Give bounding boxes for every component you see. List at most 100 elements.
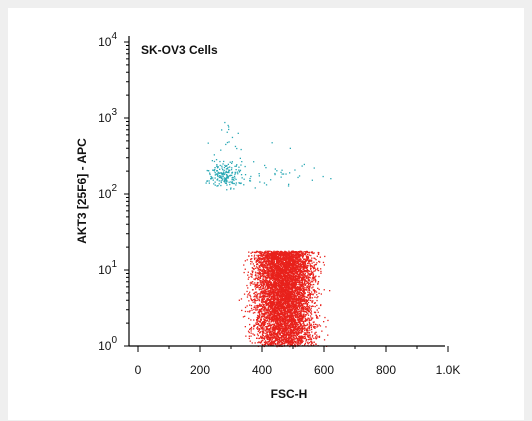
high-population-point [298,340,300,342]
high-population-point [295,261,297,263]
high-population-point [314,257,316,260]
high-population-point [299,254,301,257]
high-population-point [281,343,284,345]
high-population-point [269,328,272,330]
high-population-point [278,270,281,272]
high-population-point [278,267,280,269]
high-population-point [302,295,304,298]
high-population-point [255,299,257,302]
high-population-point [297,251,299,253]
high-population-point [250,330,252,332]
high-population-point [277,335,279,337]
high-population-point [262,306,265,308]
high-population-point [294,315,296,318]
high-population-point [298,263,300,266]
high-population-point [305,267,308,270]
high-population-point [270,257,273,259]
high-population-point [300,340,302,342]
high-population-point [262,269,264,271]
high-population-point [288,298,290,300]
high-population-point [261,327,263,329]
high-population-point [288,333,290,335]
high-population-point [272,273,274,275]
high-population-point [301,337,303,339]
high-population-point [283,251,285,254]
high-population-point [266,283,268,285]
high-population-point [277,323,279,325]
high-population-point [310,281,313,283]
high-population-point [279,322,282,324]
high-population-point [304,289,306,291]
high-population-point [293,334,295,336]
high-population-point [295,275,297,277]
high-population-point [255,260,258,263]
high-population-point [266,300,268,302]
high-population-point [295,282,297,284]
high-population-point [293,343,296,345]
high-population-point [252,301,254,303]
high-population-point [279,334,281,336]
high-population-point [266,271,269,273]
high-population-point [282,318,285,320]
high-population-point [276,326,278,328]
high-population-point [289,313,291,315]
high-population-point [307,253,309,256]
high-population-point [269,335,272,337]
high-population-point [286,341,288,343]
high-population-point [274,314,276,316]
high-population-point [289,326,291,329]
high-population-point [266,334,268,336]
high-population-point [302,282,304,285]
high-population-point [301,297,303,299]
high-population-point [279,327,281,329]
high-population-point [264,258,267,260]
high-population-point [255,291,258,293]
high-population-point [278,282,281,284]
high-population-point [295,299,297,301]
high-population-point [298,341,300,343]
high-population-point [263,298,265,300]
high-population-point [296,331,298,334]
high-population-point [267,251,269,253]
high-population-point [277,286,280,288]
high-population-point [302,322,304,325]
high-population-point [264,341,266,344]
high-population-point [290,332,292,334]
high-population-point [278,316,280,318]
high-population-point [295,308,297,311]
high-population-point [270,252,273,254]
high-population-point [289,333,292,336]
high-population-point [267,324,270,327]
high-population-point [268,341,270,343]
high-population-point [298,269,300,272]
high-population-point [274,251,276,254]
high-population-point [270,251,272,254]
high-population-point [297,283,299,286]
high-population-point [284,262,286,264]
high-population-point [259,310,261,312]
high-population-point [267,260,269,262]
high-population-point [297,330,300,332]
high-population-point [309,265,311,267]
high-population-point [299,301,301,303]
high-population-point [281,328,283,330]
high-population-point [275,270,277,273]
high-population-point [254,274,256,276]
high-population-point [302,340,304,342]
high-population-point [254,342,256,344]
high-population-point [257,256,259,258]
high-population-point [311,279,313,281]
high-population-point [257,305,259,307]
high-population-point [292,318,294,321]
high-population-point [302,321,305,323]
high-population-point [298,317,300,319]
high-population-point [300,255,302,257]
high-population-point [261,302,264,304]
high-population-point [305,306,307,309]
high-population-point [267,258,269,260]
high-population-point [314,305,316,308]
high-population-point [277,328,279,331]
high-population-point [285,282,287,284]
high-population-point [261,297,263,299]
high-population-point [297,333,299,335]
